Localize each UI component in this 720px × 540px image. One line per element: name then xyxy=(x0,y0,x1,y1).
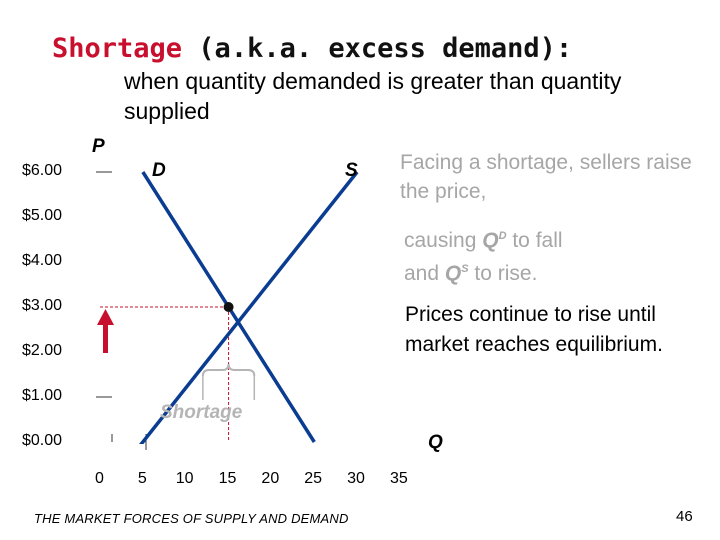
arrow-head xyxy=(97,309,114,325)
x-tick-label: 35 xyxy=(390,470,408,487)
y-tick-label: $0.00 xyxy=(22,432,63,449)
x-tick-label: 15 xyxy=(218,470,237,487)
x-tick-label: 30 xyxy=(347,470,365,487)
supply-curve-label: S xyxy=(345,160,358,181)
y-tick-label: $4.00 xyxy=(22,252,63,269)
page-number: 46 xyxy=(676,508,693,525)
x-tick-label: 10 xyxy=(175,470,194,487)
y-tick-label: $2.00 xyxy=(22,342,63,359)
supply-curve xyxy=(139,170,359,444)
x-tick-label: 0 xyxy=(95,470,104,487)
y-tick-label: $5.00 xyxy=(22,207,63,224)
slide-title: Shortage (a.k.a. excess demand): xyxy=(52,30,612,67)
curve-group xyxy=(139,170,359,444)
x-tick-label: 25 xyxy=(304,470,323,487)
y-tick-label: $3.00 xyxy=(22,297,63,314)
note-sellers-raise-price: Facing a shortage, sellers raise the pri… xyxy=(400,151,692,203)
note-prices-continue-rise: Prices continue to rise until market rea… xyxy=(405,303,663,356)
y-tick-marks xyxy=(96,171,147,450)
demand-curve-label: D xyxy=(152,160,166,181)
title-rest: (a.k.a. excess demand): xyxy=(182,33,573,64)
shortage-label: Shortage xyxy=(160,402,243,423)
price-rise-arrow xyxy=(97,309,114,353)
y-tick-label: $6.00 xyxy=(22,162,63,179)
shortage-brace-path xyxy=(201,363,256,377)
equilibrium-reference-lines xyxy=(100,306,230,442)
slide-subtitle: when quantity demanded is greater than q… xyxy=(124,68,622,124)
shortage-brace xyxy=(201,363,256,400)
x-tick-label: 20 xyxy=(261,470,280,487)
equilibrium-point xyxy=(223,302,234,312)
y-tick-label: $1.00 xyxy=(22,387,63,404)
note-quantities-change: causing QD to fall and QS to rise. xyxy=(404,229,563,285)
x-tick-label: 5 xyxy=(137,470,147,487)
y-axis-title: P xyxy=(92,136,105,157)
supply-demand-curves xyxy=(139,170,359,444)
arrow-shaft xyxy=(103,323,108,353)
footer-text: THE MARKET FORCES OF SUPPLY AND DEMAND xyxy=(34,511,349,526)
title-highlight: Shortage xyxy=(52,33,183,64)
x-axis-title: Q xyxy=(428,432,443,453)
